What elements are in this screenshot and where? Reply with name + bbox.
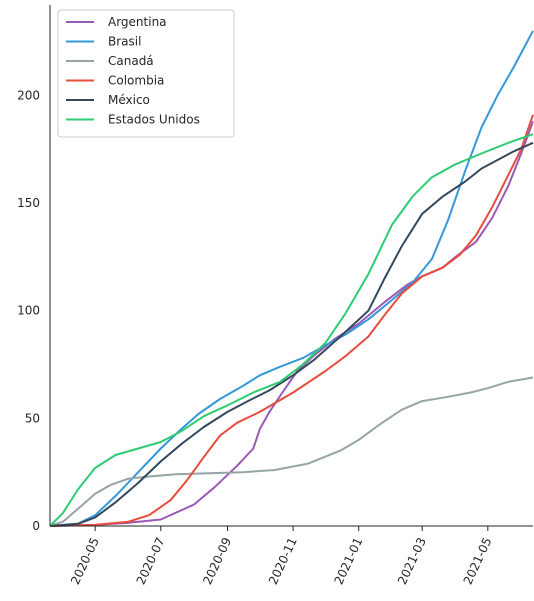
y-tick-label: 200 xyxy=(17,88,40,102)
legend-frame xyxy=(57,9,235,138)
x-tick-label: 2020-05 xyxy=(68,535,102,586)
series-line-3 xyxy=(49,114,534,527)
legend-label: Argentina xyxy=(108,15,167,29)
x-axis-ticks: 2020-05 2020-07 2020-09 2020-11 2021-01 2021-… xyxy=(68,526,495,587)
y-tick-label: 50 xyxy=(25,411,40,425)
series-line-4 xyxy=(49,141,534,527)
y-tick-label: 0 xyxy=(32,519,40,533)
plot-lines xyxy=(49,30,534,527)
legend-label: Estados Unidos xyxy=(108,113,200,127)
series-line-0 xyxy=(49,120,534,527)
legend: Argentina Brasil Canadá Colombia México Estad… xyxy=(57,9,235,138)
series-line-1 xyxy=(49,30,534,527)
y-tick-label: 150 xyxy=(17,196,40,210)
y-axis-ticks: 0 50 100 150 200 xyxy=(17,88,40,533)
legend-label: México xyxy=(108,93,150,107)
y-tick-label: 100 xyxy=(17,304,40,318)
x-tick-label: 2021-05 xyxy=(461,535,495,586)
legend-label: Brasil xyxy=(108,35,141,49)
series-line-5 xyxy=(49,133,534,527)
x-tick-label: 2021-01 xyxy=(332,535,366,586)
series-line-2 xyxy=(49,376,534,527)
x-tick-label: 2021-03 xyxy=(395,535,429,586)
x-tick-label: 2020-11 xyxy=(266,535,300,586)
legend-label: Canadá xyxy=(108,54,154,68)
x-tick-label: 2020-07 xyxy=(134,535,168,586)
legend-label: Colombia xyxy=(108,74,164,88)
x-tick-label: 2020-09 xyxy=(200,535,234,586)
